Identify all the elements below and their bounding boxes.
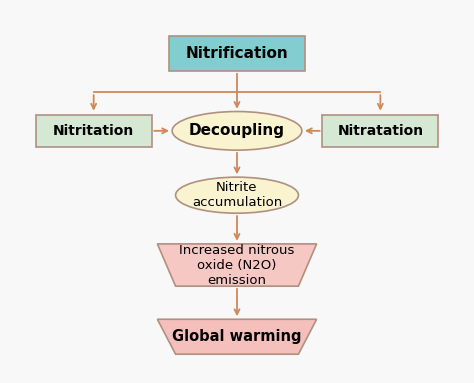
FancyBboxPatch shape [322, 115, 438, 147]
FancyBboxPatch shape [36, 115, 152, 147]
Ellipse shape [172, 111, 302, 150]
Polygon shape [157, 319, 317, 354]
Polygon shape [157, 244, 317, 286]
Text: Nitratation: Nitratation [337, 124, 423, 138]
Text: Global warming: Global warming [172, 329, 302, 344]
Text: Nitrite
accumulation: Nitrite accumulation [192, 181, 282, 209]
Text: Nitrification: Nitrification [186, 46, 288, 61]
Text: Increased nitrous
oxide (N2O)
emission: Increased nitrous oxide (N2O) emission [179, 244, 295, 286]
Text: Decoupling: Decoupling [189, 123, 285, 138]
FancyBboxPatch shape [169, 36, 305, 71]
Ellipse shape [175, 177, 299, 213]
Text: Nitritation: Nitritation [53, 124, 134, 138]
